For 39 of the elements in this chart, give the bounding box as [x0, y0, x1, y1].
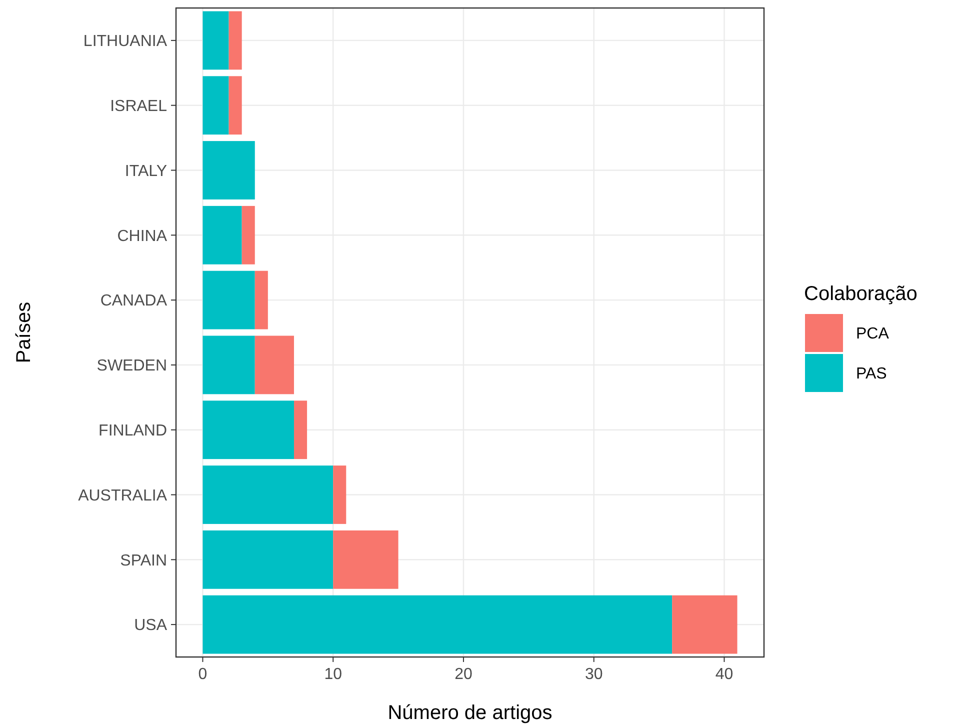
x-tick-label: 0 [198, 666, 208, 683]
bar [202, 466, 334, 524]
bar [202, 76, 229, 135]
bar [333, 466, 346, 524]
y-tick-label: LITHUANIA [83, 33, 168, 50]
bar [242, 206, 255, 264]
y-tick-label: AUSTRALIA [78, 487, 168, 504]
bar [254, 270, 268, 330]
legend-title: Colaboração [804, 283, 918, 305]
bar [202, 530, 334, 589]
y-tick-label: ITALY [124, 162, 168, 180]
bar [202, 141, 255, 200]
bar [228, 76, 242, 135]
bar [202, 270, 255, 330]
x-axis-title: Número de artigos [388, 702, 552, 724]
bar [294, 400, 308, 460]
bar [202, 11, 229, 70]
y-tick-label: FINLAND [98, 422, 167, 440]
y-tick-label: USA [134, 617, 168, 634]
x-tick-label: 30 [584, 666, 603, 683]
bar [228, 11, 242, 70]
legend-label: PCA [856, 326, 890, 343]
bar [254, 336, 294, 394]
bar [202, 206, 242, 264]
y-tick-label: CANADA [100, 292, 168, 310]
y-tick-label: SPAIN [120, 552, 167, 570]
x-tick-label: 10 [324, 666, 342, 683]
y-tick-label: CHINA [117, 228, 168, 245]
bar [202, 595, 672, 654]
bar [333, 530, 398, 589]
bar [202, 336, 255, 394]
y-axis-title: Países [13, 302, 35, 364]
bar [202, 400, 294, 460]
x-tick-label: 40 [715, 666, 734, 683]
bar [672, 595, 738, 654]
x-tick-label: 20 [454, 666, 472, 683]
y-tick-label: ISRAEL [110, 98, 168, 115]
y-tick-label: SWEDEN [96, 358, 167, 375]
legend-label: PAS [856, 366, 887, 383]
